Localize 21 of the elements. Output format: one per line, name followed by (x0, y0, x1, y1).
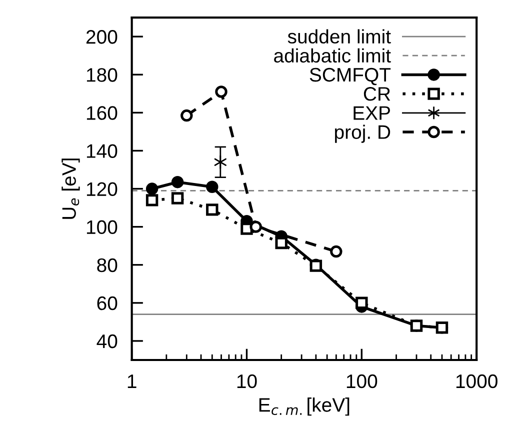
legend-label: proj. D (335, 124, 390, 143)
y-tick-label: 140 (86, 144, 118, 158)
legend-label: SCMFQT (310, 68, 391, 86)
legend-label: CR (364, 87, 390, 101)
x-tick-label: 1 (128, 374, 136, 388)
y-tick-label: 100 (86, 220, 118, 234)
y-tick-label: 40 (96, 334, 118, 348)
x-axis-title: E$_{c.m.}$[keV] (259, 398, 350, 416)
legend-label: adiabatic limit (274, 48, 391, 63)
y-tick-label: 80 (97, 258, 118, 272)
y-tick-label: 120 (86, 182, 118, 196)
legend-label: EXP (354, 106, 390, 120)
x-tick-label: 100 (346, 374, 378, 388)
y-tick-label: 60 (97, 296, 118, 310)
x-tick-label: 1000 (456, 374, 498, 388)
y-tick-label: 180 (86, 68, 118, 82)
legend-label: sudden limit (288, 29, 391, 44)
y-axis-title: U$_{e}$ [eV] (62, 158, 80, 219)
y-tick-label: 200 (86, 30, 118, 44)
x-tick-label: 10 (237, 374, 257, 388)
y-tick-label: 160 (86, 106, 118, 120)
